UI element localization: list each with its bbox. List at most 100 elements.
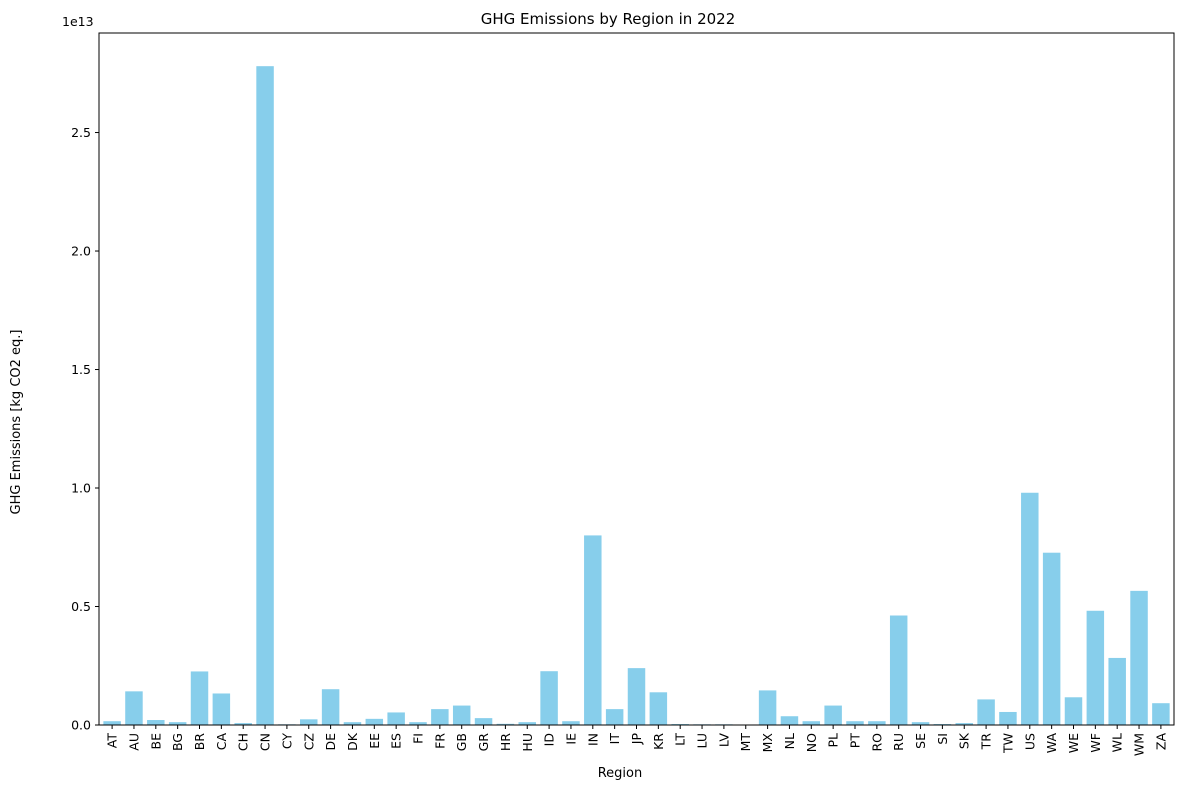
bar-pl xyxy=(824,705,842,725)
bar-se xyxy=(911,722,930,725)
bar-hu xyxy=(518,722,536,725)
x-tick-label: WF xyxy=(1088,733,1103,753)
bar-tw xyxy=(999,711,1017,725)
x-tick-label: JP xyxy=(629,733,644,746)
x-tick-label: CZ xyxy=(301,733,316,750)
bar-gr xyxy=(474,718,493,725)
bar-be xyxy=(147,720,165,725)
x-tick-label: WM xyxy=(1132,733,1147,756)
bar-fr xyxy=(431,709,449,725)
x-tick-label: DE xyxy=(323,733,338,751)
bar-cn xyxy=(256,66,274,725)
bar-wm xyxy=(1130,590,1148,725)
bar-dk xyxy=(343,722,362,725)
x-tick-label: SI xyxy=(935,733,950,745)
x-tick-label: PL xyxy=(826,733,841,748)
x-tick-label: MT xyxy=(738,733,753,752)
y-tick-label: 2.5 xyxy=(71,125,91,140)
x-tick-label: FR xyxy=(432,733,447,749)
bar-sk xyxy=(955,723,973,725)
x-tick-label: ID xyxy=(542,733,557,746)
bar-jp xyxy=(627,668,646,725)
bar-kr xyxy=(649,692,668,725)
x-tick-label: WA xyxy=(1044,733,1059,754)
bar-ca xyxy=(212,693,231,725)
x-tick-label: SE xyxy=(913,733,928,749)
x-tick-label: EE xyxy=(367,733,382,749)
bar-we xyxy=(1064,697,1083,725)
bar-ru xyxy=(889,615,908,725)
x-tick-label: US xyxy=(1022,733,1037,750)
bar-br xyxy=(190,671,209,725)
y-tick-label: 0.0 xyxy=(71,718,91,733)
x-tick-label: GB xyxy=(454,733,469,751)
x-tick-label: HU xyxy=(520,733,535,752)
bar-au xyxy=(125,691,143,725)
bar-hr xyxy=(496,723,515,725)
x-tick-label: FI xyxy=(411,733,426,744)
y-axis-label: GHG Emissions [kg CO2 eq.] xyxy=(9,330,24,515)
bar-mx xyxy=(758,690,777,725)
x-tick-label: NL xyxy=(782,733,797,749)
x-tick-label: LT xyxy=(673,733,688,746)
x-tick-label: IE xyxy=(563,733,578,745)
x-tick-label: AU xyxy=(126,733,141,751)
x-tick-label: CH xyxy=(236,733,251,751)
bar-pt xyxy=(846,721,864,725)
x-tick-label: AT xyxy=(105,733,120,749)
bar-ee xyxy=(365,718,384,725)
x-tick-label: IT xyxy=(607,733,622,745)
bar-id xyxy=(540,671,558,725)
x-tick-label: GR xyxy=(476,733,491,752)
x-tick-label: CN xyxy=(258,733,273,751)
x-tick-label: MX xyxy=(760,733,775,753)
bar-tr xyxy=(977,699,995,725)
x-tick-label: WE xyxy=(1066,733,1081,753)
bar-wa xyxy=(1042,552,1061,725)
bar-gb xyxy=(452,705,471,725)
x-tick-label: KR xyxy=(651,733,666,750)
bar-es xyxy=(387,712,405,725)
bar-in xyxy=(584,535,602,725)
x-tick-label: BE xyxy=(148,733,163,750)
bar-it xyxy=(605,709,624,725)
x-tick-label: PT xyxy=(847,733,862,749)
x-tick-label: BR xyxy=(192,733,207,751)
bar-us xyxy=(1021,492,1039,725)
x-tick-label: RO xyxy=(869,733,884,752)
bar-wl xyxy=(1108,657,1126,725)
bar-no xyxy=(802,721,821,725)
y-tick-label: 1.0 xyxy=(71,481,91,496)
x-tick-label: ES xyxy=(389,733,404,749)
bar-at xyxy=(103,721,121,725)
x-tick-label: TW xyxy=(1000,733,1015,754)
bar-cz xyxy=(300,719,318,725)
plot-frame xyxy=(98,32,1175,726)
x-tick-label: IN xyxy=(585,733,600,746)
y-tick-label: 0.5 xyxy=(71,599,91,614)
x-tick-label: LU xyxy=(695,733,710,749)
chart-title: GHG Emissions by Region in 2022 xyxy=(481,10,736,28)
bar-ro xyxy=(868,721,886,725)
x-tick-label: CA xyxy=(214,733,229,751)
x-tick-label: NO xyxy=(804,733,819,752)
x-axis-label: Region xyxy=(598,766,643,781)
bar-fi xyxy=(409,722,427,725)
x-tick-label: CY xyxy=(279,733,294,750)
bar-ch xyxy=(234,723,252,725)
y-tick-label: 1.5 xyxy=(71,362,91,377)
x-tick-label: HR xyxy=(498,733,513,751)
x-ticks-group: AT AU BE BG BR CA CH CN CY CZ DE DK EE ES FI FR GB GR HR HU… xyxy=(105,725,1168,756)
bar-za xyxy=(1152,703,1170,725)
x-tick-label: RU xyxy=(891,733,906,751)
x-tick-label: ZA xyxy=(1153,733,1168,751)
x-tick-label: DK xyxy=(345,732,360,751)
y-axis-offset-label: 1e13 xyxy=(62,14,94,29)
bar-ie xyxy=(562,721,580,725)
y-ticks-group: 0.0 0.5 1.0 1.5 2.0 2.5 xyxy=(71,125,99,733)
bars-group xyxy=(103,66,1170,725)
bar-wf xyxy=(1086,610,1105,725)
x-tick-label: TR xyxy=(979,733,994,751)
